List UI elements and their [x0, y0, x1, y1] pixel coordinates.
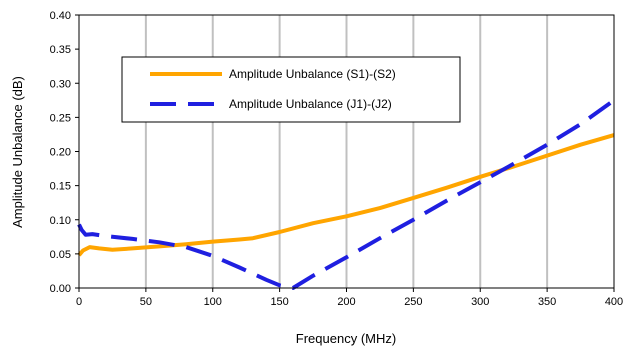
x-tick-label: 0: [76, 296, 82, 308]
series-line-j1-j2: [77, 98, 616, 290]
y-tick-label: 0.00: [50, 283, 71, 295]
series-layer: [77, 98, 616, 290]
y-axis-title: Amplitude Unbalance (dB): [10, 76, 25, 228]
y-tick-label: 0.25: [50, 112, 71, 124]
x-tick-label: 350: [538, 296, 556, 308]
y-tick-label: 0.35: [50, 44, 71, 56]
x-tick-label: 100: [204, 296, 222, 308]
legend-label-s1-s2: Amplitude Unbalance (S1)-(S2): [229, 67, 396, 81]
x-tick-label: 400: [605, 296, 623, 308]
x-axis-title: Frequency (MHz): [296, 331, 396, 346]
x-axis-ticks: 0 50 100 150 200 250 300 350 400: [76, 288, 623, 308]
y-tick-label: 0.10: [50, 215, 71, 227]
x-tick-label: 200: [337, 296, 355, 308]
x-tick-label: 50: [140, 296, 152, 308]
x-tick-label: 150: [270, 296, 288, 308]
legend-label-j1-j2: Amplitude Unbalance (J1)-(J2): [229, 97, 392, 111]
legend: Amplitude Unbalance (S1)-(S2) Amplitude …: [121, 56, 461, 123]
y-tick-label: 0.15: [50, 181, 71, 193]
y-tick-label: 0.05: [50, 249, 71, 261]
y-tick-label: 0.30: [50, 78, 71, 90]
x-tick-label: 300: [471, 296, 489, 308]
y-axis-ticks: 0.00 0.05 0.10 0.15 0.20 0.25 0.30 0.35 0.40: [50, 10, 79, 295]
y-tick-label: 0.20: [50, 147, 71, 159]
y-tick-label: 0.40: [50, 10, 71, 22]
x-tick-label: 250: [404, 296, 422, 308]
legend-box: [121, 56, 461, 123]
